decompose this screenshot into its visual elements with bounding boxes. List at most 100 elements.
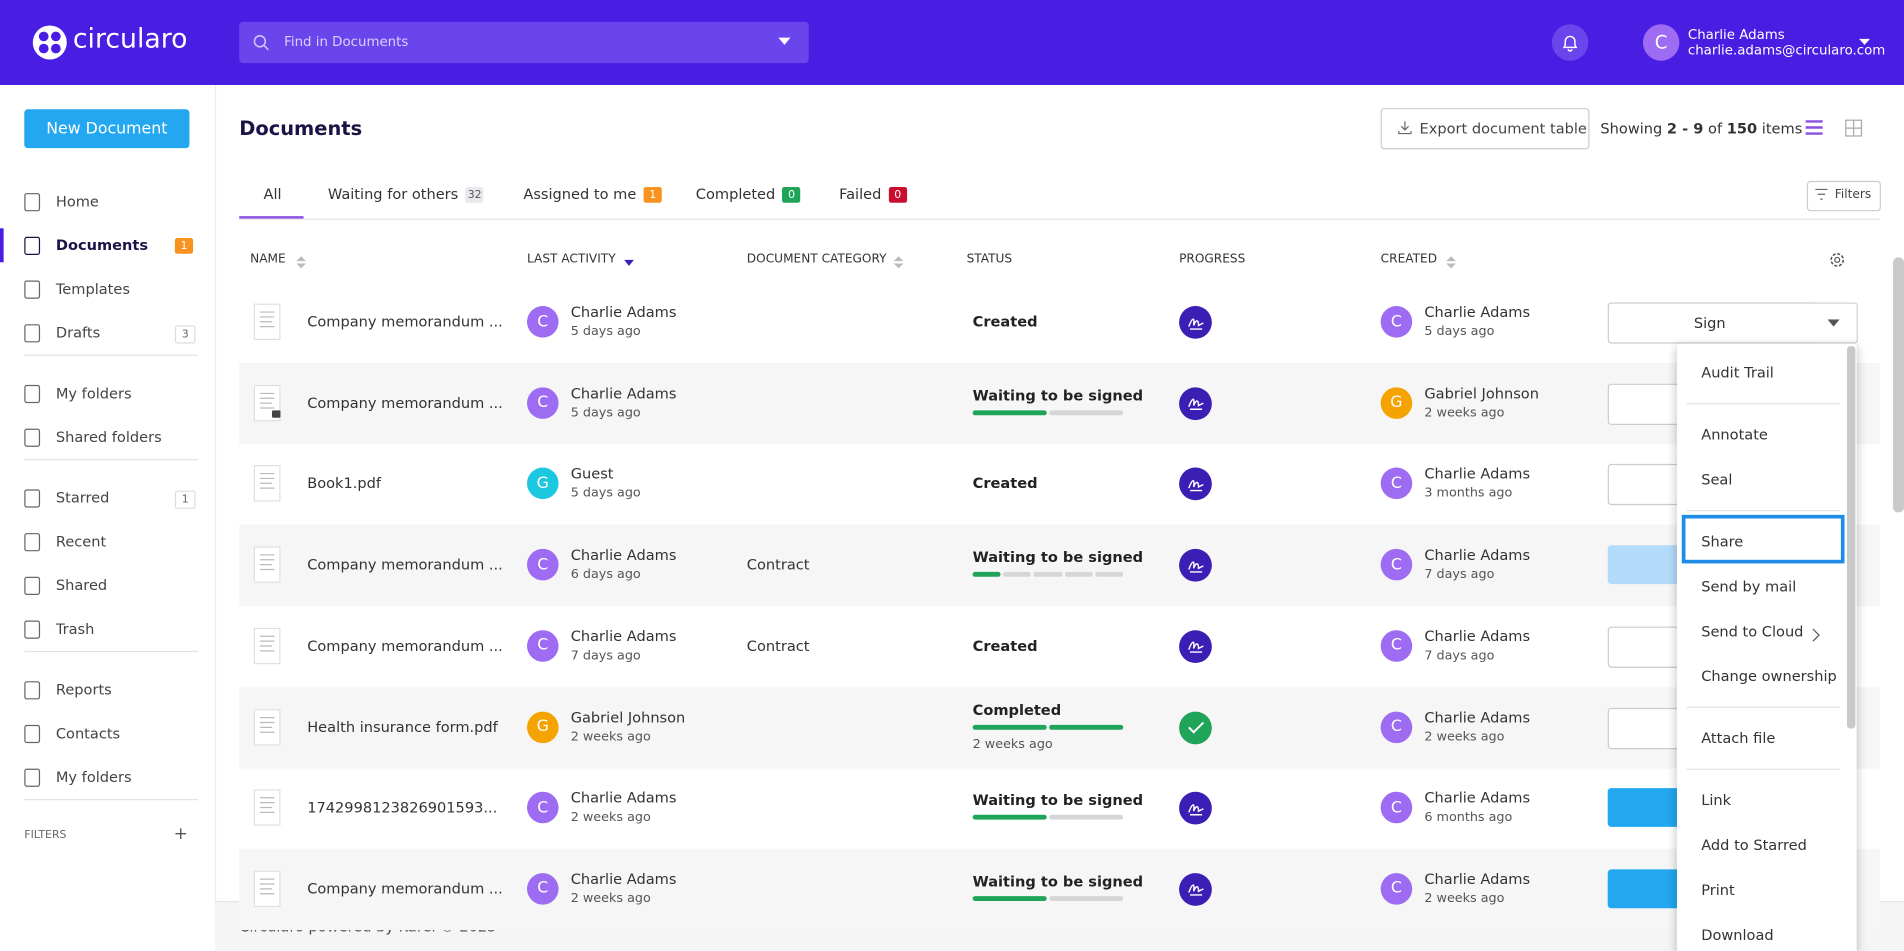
nav-item[interactable]: Recent (55, 533, 107, 551)
tab[interactable]: Assigned to me (523, 185, 637, 203)
nav-item[interactable]: Templates (55, 280, 130, 298)
progress-icon (1179, 386, 1212, 420)
nav-item[interactable]: Contacts (55, 724, 121, 742)
nav-item[interactable]: Trash (55, 620, 95, 638)
nav-item[interactable]: Home (55, 193, 99, 211)
person-time: 6 months ago (1424, 810, 1513, 825)
person-name: Charlie Adams (1424, 303, 1531, 321)
document-name[interactable]: Company memorandum ... (307, 556, 503, 574)
list-view[interactable] (1804, 119, 1823, 136)
status: Waiting to be signed (972, 872, 1144, 890)
status: Created (972, 475, 1038, 493)
new-document-button[interactable]: New Document (24, 109, 190, 149)
count-part: of (1703, 120, 1727, 138)
menu-item[interactable]: Print (1701, 881, 1735, 899)
tab-count: 0 (888, 187, 907, 203)
person-time: 5 days ago (1424, 324, 1495, 339)
menu-item[interactable]: Send by mail (1701, 578, 1797, 596)
nav-item[interactable]: Drafts (55, 324, 101, 342)
menu-item[interactable]: Send to Cloud (1701, 622, 1804, 640)
document-name[interactable]: 1742998123826901593... (307, 799, 498, 817)
notifications[interactable] (1551, 24, 1589, 61)
file-thumbnail (253, 870, 281, 907)
nav-item[interactable]: My folders (55, 384, 132, 402)
tab[interactable]: Waiting for others (327, 185, 459, 203)
document-name[interactable]: Book1.pdf (307, 475, 382, 493)
nav-icon (24, 236, 41, 256)
user-email: charlie.adams@circularo.com (1687, 42, 1886, 59)
tab[interactable]: All (263, 185, 282, 203)
menu-item[interactable]: Download (1701, 926, 1774, 944)
filters-button[interactable] (1806, 180, 1881, 212)
menu-item[interactable]: Link (1701, 791, 1732, 809)
person-name: Guest (570, 465, 614, 483)
menu-item[interactable]: Annotate (1701, 426, 1768, 444)
sort-icon (893, 251, 904, 269)
column-header[interactable]: LAST ACTIVITY (527, 252, 616, 266)
column-header[interactable]: NAME (250, 252, 286, 266)
progress-icon (1179, 467, 1212, 501)
nav-badge: 1 (174, 490, 196, 509)
menu-divider (1686, 403, 1840, 405)
nav-item[interactable]: Reports (55, 681, 112, 699)
progress-segment (1064, 572, 1093, 577)
person-name: Gabriel Johnson (570, 708, 686, 726)
tab-count: 32 (465, 187, 484, 203)
nav-item[interactable]: Documents (55, 236, 149, 254)
avatar: C (1380, 548, 1413, 581)
filters-label: Filters (1834, 188, 1872, 202)
status: Created (972, 637, 1038, 655)
nav-item[interactable]: Shared (55, 576, 108, 594)
avatar: G (527, 467, 559, 500)
nav-item[interactable]: My folders (55, 768, 132, 786)
user-avatar[interactable]: C (1642, 24, 1680, 61)
search-dropdown[interactable] (777, 36, 792, 46)
nav-icon (24, 280, 41, 299)
progress-segment (1049, 724, 1124, 730)
filters-add[interactable]: + (173, 824, 188, 844)
column-header[interactable]: PROGRESS (1179, 252, 1246, 266)
avatar: G (527, 710, 559, 743)
tab-underline (239, 216, 304, 219)
column-header[interactable]: CREATED (1380, 252, 1438, 266)
scrollbar[interactable] (1893, 257, 1904, 513)
user-dropdown[interactable] (1858, 38, 1871, 47)
column-header[interactable]: STATUS (966, 252, 1013, 266)
column-settings[interactable] (1829, 251, 1846, 268)
menu-item[interactable]: Share (1701, 533, 1744, 551)
search-placeholder: Find in Documents (284, 34, 409, 50)
search-box[interactable] (239, 21, 809, 64)
document-name[interactable]: Company memorandum ... (307, 313, 503, 331)
tab[interactable]: Failed (839, 185, 882, 203)
search-icon (253, 35, 269, 51)
status: Waiting to be signed (972, 386, 1144, 404)
avatar: C (1380, 872, 1413, 905)
tab[interactable]: Completed (695, 185, 776, 203)
sign-button[interactable]: Sign (1607, 302, 1812, 344)
menu-item[interactable]: Audit Trail (1701, 364, 1774, 382)
document-name[interactable]: Company memorandum ... (307, 637, 503, 655)
grid-view[interactable] (1845, 119, 1863, 137)
menu-item[interactable]: Attach file (1701, 729, 1776, 747)
menu (1676, 343, 1857, 951)
column-header[interactable]: DOCUMENT CATEGORY (746, 252, 887, 266)
sign-dropdown[interactable] (1810, 302, 1858, 344)
person-time: 2 weeks ago (1424, 891, 1505, 906)
nav-item[interactable]: Shared folders (55, 428, 162, 446)
document-name[interactable]: Health insurance form.pdf (307, 718, 498, 736)
menu-item[interactable]: Add to Starred (1701, 836, 1807, 854)
nav-item[interactable]: Starred (55, 489, 110, 507)
document-name[interactable]: Company memorandum ... (307, 394, 503, 412)
menu-divider (1686, 510, 1840, 512)
logo-icon (32, 25, 67, 60)
document-name[interactable]: Company memorandum ... (307, 880, 503, 898)
item-count: Showing 2 - 9 of 150 items (1600, 120, 1802, 137)
export-button[interactable] (1380, 108, 1590, 150)
menu-item[interactable]: Change ownership (1701, 667, 1837, 685)
person-name: Charlie Adams (570, 870, 677, 888)
avatar: C (1380, 710, 1413, 743)
avatar: C (527, 548, 559, 581)
person-time: 6 days ago (570, 567, 641, 582)
menu-item[interactable]: Seal (1701, 471, 1733, 489)
person-name: Charlie Adams (1424, 546, 1531, 564)
